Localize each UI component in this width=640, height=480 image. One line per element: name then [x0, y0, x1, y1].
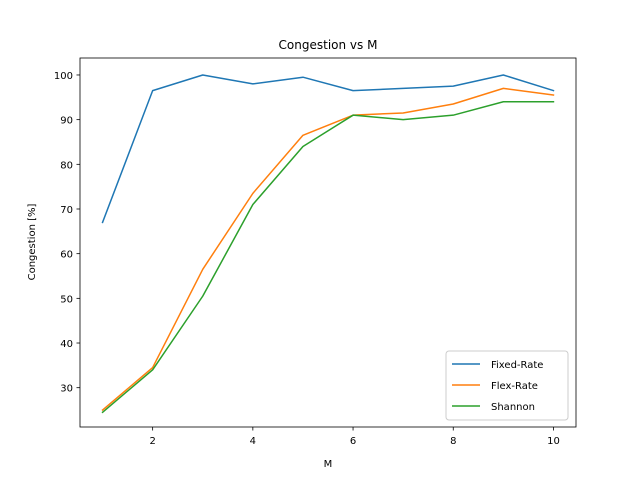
series-line-fixed-rate	[101, 74, 555, 224]
x-tick-label: 4	[250, 436, 256, 447]
series-line-shannon	[101, 101, 555, 414]
axes-frame	[79, 57, 577, 428]
x-tick-label: 8	[450, 436, 456, 447]
y-tick-label: 70	[60, 205, 73, 216]
legend-label-fixed-rate: Fixed-Rate	[491, 360, 543, 371]
legend-label-shannon: Shannon	[491, 402, 535, 413]
x-tick-label: 6	[350, 436, 356, 447]
legend-box	[445, 350, 569, 421]
x-tick-label: 10	[547, 436, 560, 447]
y-tick-label: 60	[60, 250, 73, 261]
y-tick-label: 100	[54, 71, 73, 82]
plot-area: 2 4 6 8 10 30 40 50 60 70 80 90 100	[54, 57, 577, 447]
y-axis-label: Congestion [%]	[27, 204, 38, 281]
y-tick-label: 30	[60, 384, 73, 395]
legend-label-flex-rate: Flex-Rate	[491, 381, 538, 392]
x-tick-label: 2	[149, 436, 155, 447]
chart-title: Congestion vs M	[279, 38, 378, 52]
y-tick-label: 90	[60, 116, 73, 127]
x-axis-label: M	[324, 459, 333, 470]
y-tick-label: 40	[60, 339, 73, 350]
legend: Fixed-Rate Flex-Rate Shannon	[445, 350, 569, 421]
y-tick-label: 50	[60, 294, 73, 305]
series-line-flex-rate	[101, 87, 555, 412]
y-tick-label: 80	[60, 160, 73, 171]
